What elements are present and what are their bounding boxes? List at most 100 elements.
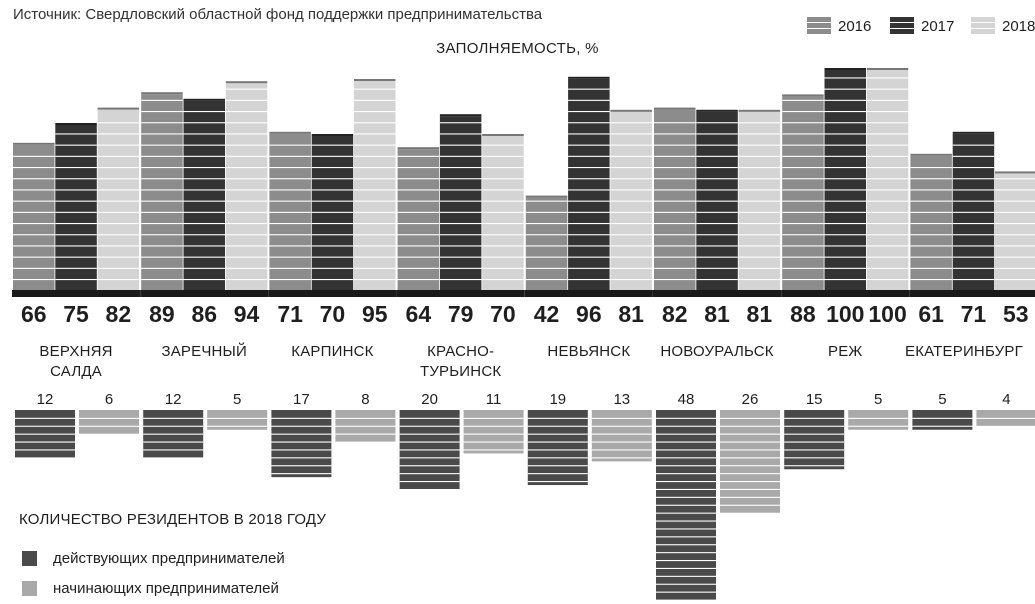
resident-bar-stripe (463, 449, 524, 451)
bar-stripe (782, 234, 824, 236)
bar-stripe (782, 223, 824, 225)
bar-stripe (311, 155, 354, 157)
bar-stripe (225, 200, 268, 202)
bar-stripe (654, 155, 696, 157)
residents-title: КОЛИЧЕСТВО РЕЗИДЕНТОВ В 2018 ГОДУ (19, 511, 327, 528)
resident-bar-stripe (335, 417, 396, 419)
bar-stripe (610, 211, 652, 213)
resident-bar-stripe (720, 481, 780, 483)
resident-bar-stripe (784, 465, 845, 467)
bar-stripe (482, 189, 524, 191)
bar-stripe (610, 167, 652, 169)
bar-stripe (610, 245, 652, 247)
legend-swatch-2017 (890, 17, 914, 35)
axis-segment-city-8 (909, 290, 1035, 297)
bar-stripe (482, 211, 524, 213)
city-label-line: РЕЖ (828, 343, 863, 360)
bar-stripe (269, 279, 311, 281)
bar-stripe (354, 178, 396, 180)
bar-stripe (55, 155, 97, 157)
resident-bar-stripe (15, 417, 75, 419)
bar-city-3-2017 (311, 136, 354, 290)
bar-stripe (696, 167, 738, 169)
bar-stripe (439, 178, 482, 180)
bar-stripe (397, 155, 440, 157)
bar-stripe (97, 155, 140, 157)
bar-stripe (354, 234, 396, 236)
bar-stripe (439, 256, 482, 258)
bar-stripe (141, 167, 183, 169)
bar-stripe (439, 122, 482, 124)
value-label-city-6-2016: 82 (662, 301, 688, 327)
resident-bar-stripe (656, 560, 716, 562)
resident-label-city-4-active: 20 (421, 391, 438, 408)
bar-stripe (183, 223, 225, 225)
city-label-line: НОВОУРАЛЬСК (660, 343, 774, 360)
bar-stripe (183, 189, 225, 191)
bar-stripe (568, 267, 610, 269)
bar-stripe (995, 211, 1035, 213)
bar-stripe (525, 200, 568, 202)
city-label-2: ЗАРЕЧНЫЙ (134, 342, 274, 362)
bar-stripe (824, 200, 866, 202)
bar-stripe (910, 223, 952, 225)
bar-stripe (183, 256, 225, 258)
bar-stripe (397, 223, 440, 225)
resident-label-city-1-active: 12 (37, 391, 54, 408)
bar-cap-city-1-2018 (97, 107, 140, 110)
bar-stripe (183, 211, 225, 213)
city-label-line: ЗАРЕЧНЫЙ (161, 343, 248, 360)
bar-city-2-2017 (183, 100, 225, 290)
resident-bar-stripe (720, 441, 780, 443)
bar-stripe (354, 99, 396, 101)
resident-bar-stripe (656, 465, 716, 467)
bar-stripe (397, 279, 440, 281)
bar-stripe (439, 245, 482, 247)
bar-stripe (952, 189, 995, 191)
bar-stripe (610, 178, 652, 180)
bar-stripe (97, 122, 140, 124)
bar-stripe (910, 267, 952, 269)
resident-bar-stripe (399, 457, 460, 459)
resident-label-city-7-active: 15 (806, 391, 823, 408)
resident-bar-stripe (591, 441, 652, 443)
resident-bar-stripe (976, 417, 1035, 419)
resident-bar-stripe (271, 465, 332, 467)
legend-item-2018: 2018 (971, 17, 1035, 35)
bar-stripe (782, 122, 824, 124)
resident-bar-stripe (399, 449, 460, 451)
resident-label-city-2-beginning: 5 (233, 391, 241, 408)
bar-stripe (225, 88, 268, 90)
bar-stripe (654, 122, 696, 124)
residents-legend-label-active: действующих предпринимателей (53, 550, 285, 567)
bar-stripe (568, 122, 610, 124)
bar-stripe (183, 133, 225, 135)
bar-stripe (738, 234, 781, 236)
bar-stripe (782, 111, 824, 113)
bar-cap-city-7-2017 (824, 68, 866, 70)
bar-stripe (654, 144, 696, 146)
bar-stripe (568, 279, 610, 281)
city-label-1: ВЕРХНЯЯ САЛДА (6, 342, 146, 382)
bar-stripe (654, 189, 696, 191)
bar-stripe (866, 77, 909, 79)
resident-bar-stripe (720, 465, 780, 467)
resident-bar-stripe (656, 575, 716, 577)
bar-stripe (482, 245, 524, 247)
bar-stripe (269, 189, 311, 191)
bar-stripe (952, 245, 995, 247)
bar-stripe (269, 223, 311, 225)
bar-stripe (354, 223, 396, 225)
bar-stripe (824, 111, 866, 113)
bar-stripe (782, 189, 824, 191)
bar-stripe (738, 211, 781, 213)
bar-stripe (439, 279, 482, 281)
value-label-city-2-2018: 94 (234, 301, 260, 327)
resident-bar-city-5-beginning (591, 410, 652, 462)
resident-bar-stripe (15, 425, 75, 427)
bar-stripe (782, 245, 824, 247)
bar-stripe (183, 234, 225, 236)
bar-stripe (13, 189, 55, 191)
bar-stripe (696, 189, 738, 191)
resident-bar-stripe (527, 473, 588, 475)
